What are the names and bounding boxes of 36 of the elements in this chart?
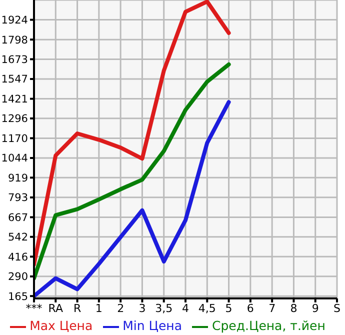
y-tick-label: 1924 [1, 14, 28, 27]
x-tick-label: 4 [182, 302, 189, 316]
y-tick-label: 1421 [1, 94, 28, 106]
y-tick-label: 1170 [1, 132, 28, 145]
line-series [34, 100, 231, 298]
y-tick-label: 1296 [1, 113, 28, 126]
x-tick-label: 9 [312, 302, 319, 316]
y-tick-label: 793 [8, 192, 28, 204]
y-tick-label: 667 [8, 212, 28, 224]
x-tick-label: 3 [138, 302, 146, 316]
x-tick-label: 2 [117, 302, 124, 316]
x-tick-label: 8 [290, 302, 298, 316]
x-tick-label: 3,5 [155, 302, 173, 316]
y-tick-label: 1044 [1, 152, 28, 165]
x-tick-label: *** [26, 302, 43, 316]
x-tick-label: S [334, 302, 341, 316]
x-tick-label: 7 [268, 302, 276, 316]
y-tick-label: 542 [8, 232, 28, 244]
legend-label: Min Цена [122, 318, 182, 334]
x-tick-label: R [73, 302, 82, 316]
y-tick-label: 416 [8, 251, 28, 264]
x-tick-label: 6 [246, 302, 254, 316]
y-tick-label: 165 [8, 290, 28, 303]
x-tick-label: 4,5 [198, 302, 216, 316]
legend-label: Max Цена [30, 318, 93, 334]
line-series [34, 62, 231, 280]
x-tick-label: RA [48, 302, 64, 316]
x-tick-label: 1 [95, 302, 102, 316]
x-tick-label: 5 [225, 302, 232, 316]
line-series [34, 0, 231, 266]
y-tick-label: 290 [8, 271, 28, 284]
y-tick-label: 1673 [1, 54, 28, 66]
y-tick-label: 1547 [1, 74, 28, 86]
y-tick-label: 919 [8, 172, 28, 184]
legend-label: Сред.Цена, т.йен [212, 318, 326, 334]
y-tick-label: 1798 [1, 34, 28, 46]
